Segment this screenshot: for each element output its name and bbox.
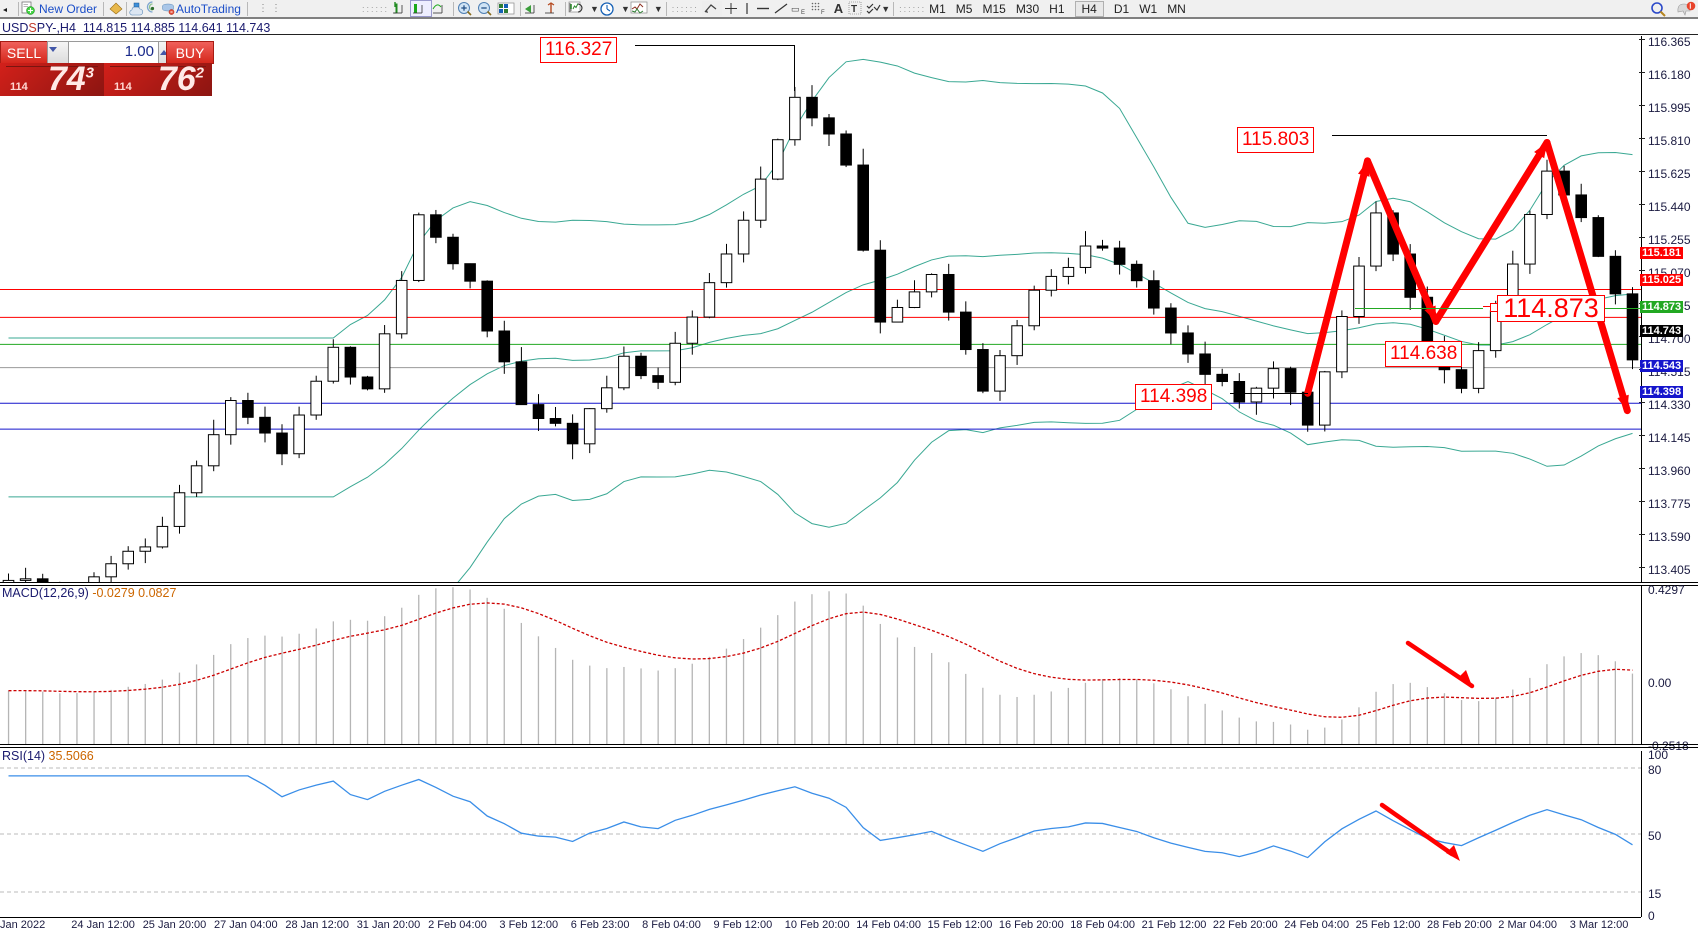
svg-text:E: E: [801, 10, 805, 16]
svg-text:▭: ▭: [791, 4, 800, 14]
svg-text:F: F: [821, 10, 825, 16]
svg-text:T: T: [851, 4, 857, 15]
